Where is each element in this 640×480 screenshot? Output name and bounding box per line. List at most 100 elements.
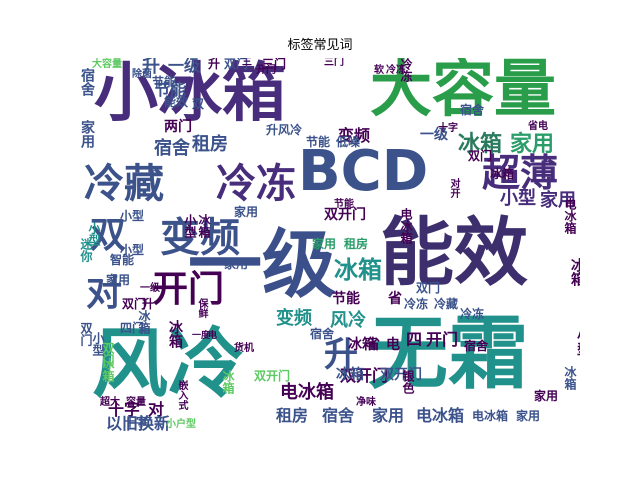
word-9: 冷冻 xyxy=(216,161,296,207)
word-83: 迷你 xyxy=(80,238,93,262)
word-107: 对开 xyxy=(448,178,459,198)
word-68: 家用 xyxy=(516,409,541,423)
word-44: 风冷 xyxy=(330,310,366,331)
word-49: 升 xyxy=(324,335,358,375)
word-22: 节能 xyxy=(154,80,187,99)
word-55: 四 xyxy=(406,330,423,349)
word-2: 大容量 xyxy=(370,58,557,125)
word-29: 升风冷 xyxy=(266,123,303,137)
word-119: 十字 xyxy=(438,123,458,134)
word-1: 小冰箱 xyxy=(94,58,286,131)
word-109: 省电 xyxy=(528,121,548,132)
word-18: 家用 xyxy=(540,190,576,211)
word-110: 软 xyxy=(374,65,384,76)
word-27: 升 xyxy=(208,58,221,71)
word-cloud: 小冰箱 大容量 BCD 一级 能效 风冷 无霜 冷藏 冷冻 超薄 变频双对开门 冰箱 家用 小型 家用 宿舍租… xyxy=(80,58,580,434)
word-81: 冰箱 xyxy=(101,358,115,382)
word-115: 三 xyxy=(242,58,252,68)
word-24: 能效 xyxy=(164,95,189,109)
word-58: 双开门 xyxy=(380,367,422,383)
word-92: 冷冻 xyxy=(399,58,413,82)
word-48: 租房 xyxy=(344,237,369,251)
word-13: 对 xyxy=(86,273,123,314)
word-84: 小型 xyxy=(87,222,101,246)
word-89: 冷冻 xyxy=(404,297,429,311)
word-38: 节能 xyxy=(152,75,177,89)
word-20: 租房 xyxy=(192,134,228,155)
word-62: 以旧换新 xyxy=(106,414,171,433)
word-28: 双门 xyxy=(224,58,249,71)
word-71: 小型 xyxy=(575,328,580,356)
word-87: 冰箱 xyxy=(221,370,235,394)
word-33: 低噪 xyxy=(336,135,361,149)
word-69: 银色 xyxy=(401,370,415,394)
word-102: 超大 xyxy=(100,397,120,408)
word-112: 双门 xyxy=(468,149,493,163)
word-34: 宿舍 xyxy=(460,103,485,117)
word-103: 容量 xyxy=(126,397,146,408)
word-10: 超薄 xyxy=(482,151,559,195)
word-93: 电冰箱 xyxy=(399,208,413,244)
word-12: 双 xyxy=(90,215,127,256)
word-90: 冷藏 xyxy=(434,297,459,311)
word-70: 冰箱 xyxy=(569,258,580,286)
word-8: 冷藏 xyxy=(84,161,164,207)
word-61: 对 xyxy=(148,400,165,419)
word-113: 冰箱 xyxy=(490,167,515,181)
word-30: 变频 xyxy=(338,126,371,145)
word-4: 一级 xyxy=(188,222,336,308)
word-42: 双开门 xyxy=(324,207,366,223)
word-82: 十字 xyxy=(124,415,149,429)
word-19: 宿舍 xyxy=(154,138,190,159)
word-124: 大容量 xyxy=(92,59,122,70)
word-104: 小户型 xyxy=(166,419,196,430)
word-60: 十字 xyxy=(108,400,141,419)
word-100: 家用 xyxy=(534,389,559,403)
chart-title: 标签常见词 xyxy=(287,38,353,53)
word-65: 家用 xyxy=(372,406,405,425)
word-91: 双门 xyxy=(416,281,441,295)
word-77: 小型 xyxy=(120,209,145,223)
word-118: 双门 xyxy=(122,297,147,311)
word-105: 净味 xyxy=(356,397,376,408)
word-16: 家用 xyxy=(510,132,555,157)
word-41: 冰箱 xyxy=(197,214,211,238)
word-26: 两门 xyxy=(164,119,192,135)
word-72: 电冰箱 xyxy=(563,198,577,234)
word-23: 一级 xyxy=(168,58,201,75)
word-114: 三门 xyxy=(324,58,344,68)
word-56: 开门 xyxy=(426,330,459,349)
word-35: 家用 xyxy=(234,205,259,219)
word-43: 变频 xyxy=(276,308,312,329)
word-54: 省 xyxy=(388,291,402,307)
word-59: 电冰箱 xyxy=(280,382,334,403)
word-80: 双门 xyxy=(101,342,115,366)
word-120: 一度 xyxy=(192,331,211,341)
word-53: 节能 xyxy=(332,291,360,307)
word-57: 冰箱 xyxy=(336,367,364,383)
word-37: 家用 xyxy=(80,120,95,148)
word-123: 保鲜 xyxy=(196,298,207,318)
word-97: 家用 xyxy=(106,273,131,287)
word-75: 小型 xyxy=(91,332,105,356)
word-98: 除菌 xyxy=(132,69,152,80)
word-101: 冷冻 xyxy=(460,307,485,321)
word-46: 双开门 xyxy=(340,366,389,385)
word-74: 双门 xyxy=(80,322,93,346)
word-50: 冰箱 xyxy=(348,337,376,353)
word-11: 变频 xyxy=(160,215,240,261)
word-51: 省 xyxy=(366,337,380,353)
word-79: 宿舍 xyxy=(310,327,335,341)
word-108: 节能 xyxy=(334,199,354,210)
word-15: 冰箱 xyxy=(458,132,503,157)
word-25: 双 xyxy=(192,97,205,111)
word-121: 电 xyxy=(208,331,218,341)
word-67: 电冰箱 xyxy=(472,409,509,423)
word-47: 家用 xyxy=(312,237,337,251)
word-7: 无霜 xyxy=(368,307,528,400)
word-36: 宿舍 xyxy=(80,68,95,96)
word-122: 嵌入式 xyxy=(176,380,187,410)
word-5: 能效 xyxy=(380,210,528,296)
word-86: 双开门 xyxy=(254,369,291,383)
word-21: 升 xyxy=(142,58,160,77)
